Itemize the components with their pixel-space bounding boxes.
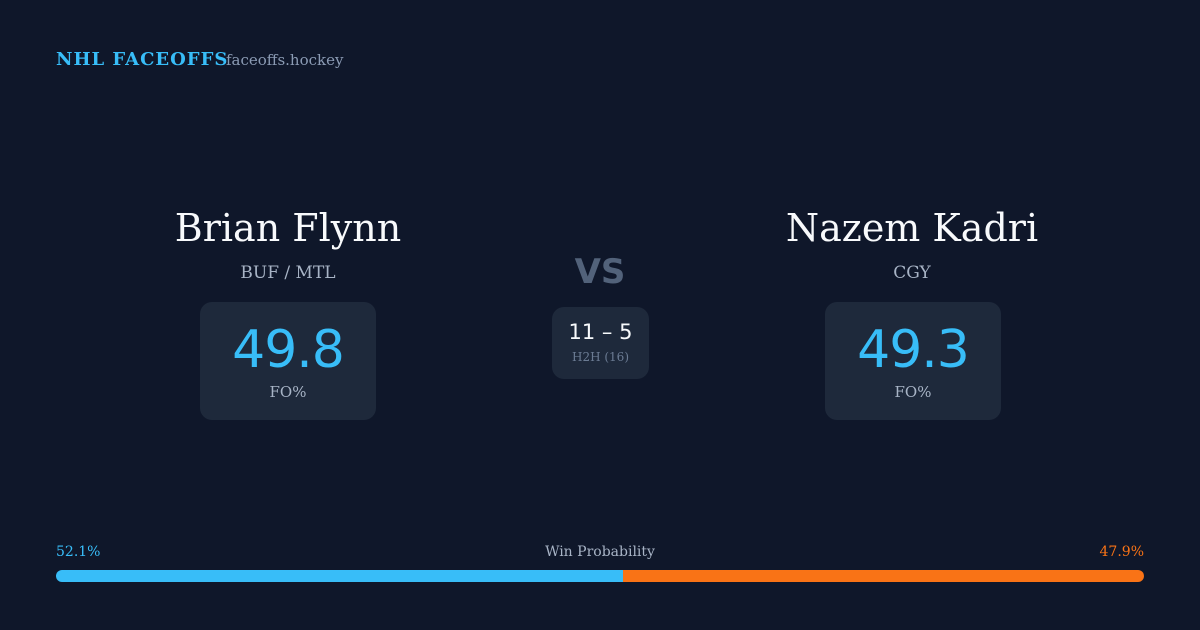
h2h-label: H2H (16) — [571, 350, 629, 364]
probability-title: Win Probability — [545, 544, 655, 560]
stat-label: FO% — [894, 383, 932, 401]
brand-title: NHL FACEOFFS — [56, 49, 229, 70]
player-team: CGY — [893, 263, 931, 283]
h2h-score: 11 – 5 — [568, 320, 633, 344]
stat-card: 49.8 FO% — [200, 302, 376, 420]
h2h-card: 11 – 5 H2H (16) — [552, 307, 649, 379]
right-bar — [622, 570, 1144, 582]
right-probability: 47.9% — [1099, 544, 1144, 560]
player-team: BUF / MTL — [240, 263, 336, 283]
stat-value: 49.8 — [232, 320, 345, 380]
vs-label: VS — [574, 252, 626, 292]
stat-value: 49.3 — [857, 320, 970, 380]
stat-label: FO% — [269, 383, 307, 401]
left-bar — [56, 570, 623, 582]
stat-card: 49.3 FO% — [825, 302, 1001, 420]
site-name: faceoffs.hockey — [226, 51, 344, 69]
left-probability: 52.1% — [56, 544, 101, 560]
player-name: Nazem Kadri — [785, 206, 1039, 250]
player-name: Brian Flynn — [174, 206, 402, 250]
